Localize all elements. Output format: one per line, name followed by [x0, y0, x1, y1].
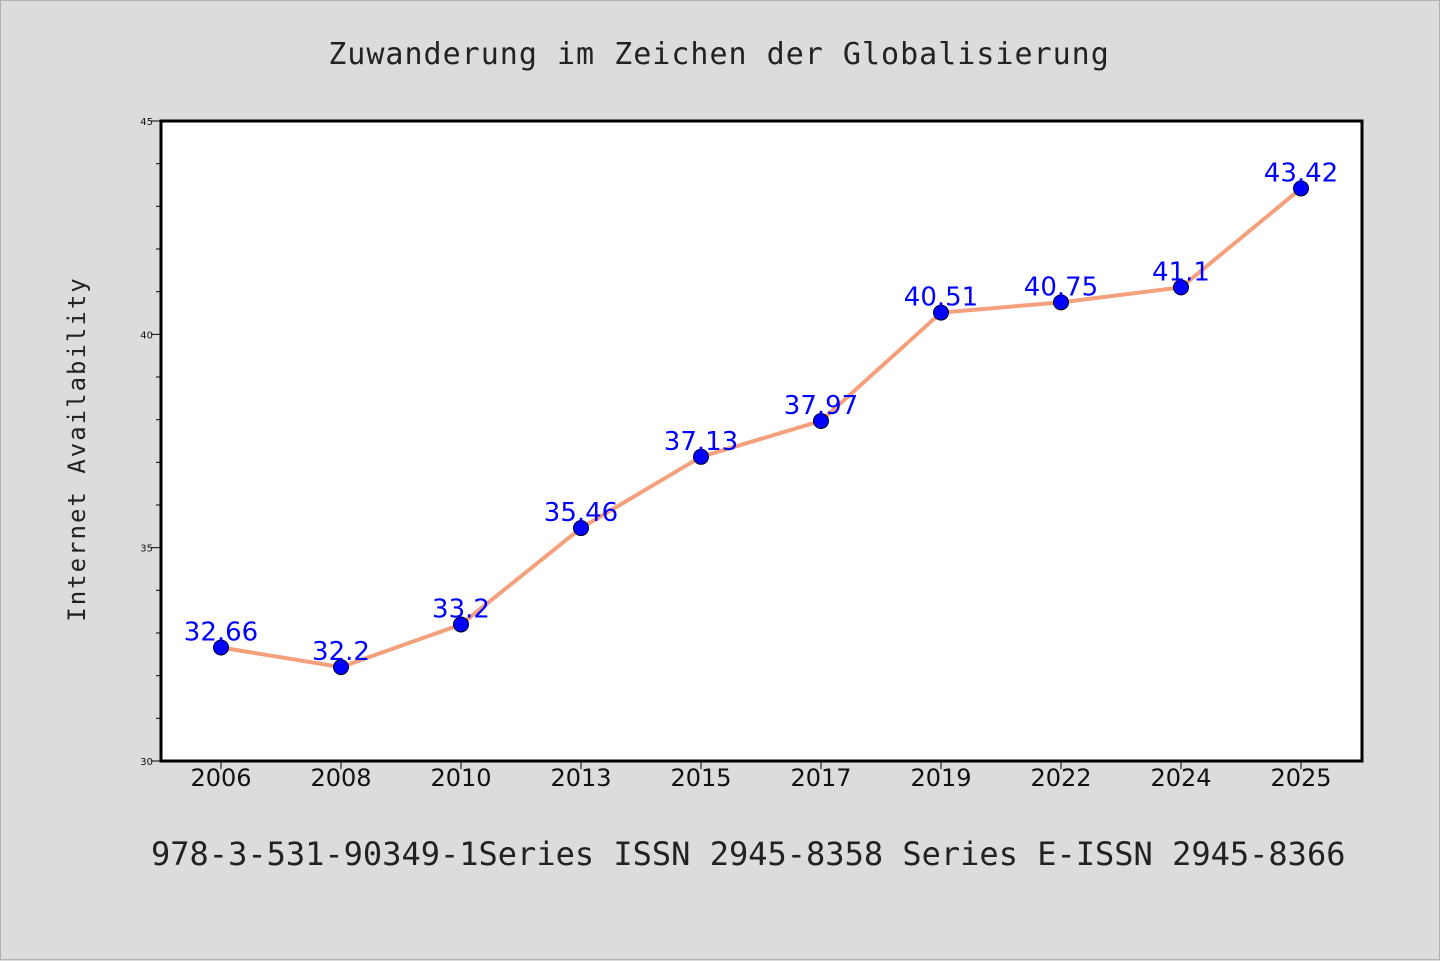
chart-title: Zuwanderung im Zeichen der Globalisierun… [328, 37, 1110, 72]
data-markers [213, 180, 1309, 676]
data-point [813, 412, 829, 429]
x-tick-label: 2019 [910, 764, 971, 792]
data-label: 32.66 [184, 618, 258, 648]
data-point [1293, 180, 1309, 197]
data-point [1053, 294, 1069, 311]
y-tick-label: 40 [140, 330, 153, 341]
data-label: 40.51 [904, 283, 978, 313]
y-tick-label: 30 [140, 757, 153, 768]
data-label: 33.2 [432, 594, 490, 624]
x-tick-label: 2024 [1150, 764, 1211, 792]
data-point [693, 448, 709, 465]
plot-area [159, 119, 1364, 763]
x-tick-label: 2010 [430, 764, 491, 792]
data-point [333, 659, 349, 676]
data-label: 35.46 [544, 498, 618, 528]
y-axis: 30 35 40 45 [140, 117, 161, 768]
data-label: 40.75 [1024, 272, 1098, 302]
x-tick-label: 2022 [1030, 764, 1091, 792]
x-tick-label: 2006 [190, 764, 251, 792]
series-line [220, 186, 1303, 670]
y-tick-label: 35 [140, 544, 153, 555]
data-point [933, 304, 949, 321]
x-axis: 2006 2008 2010 2013 2015 2017 2019 2022 2024 2025 [190, 761, 1332, 792]
data-label: 37.13 [664, 427, 738, 457]
data-point [573, 520, 589, 537]
data-label: 37.97 [784, 391, 858, 421]
x-tick-label: 2025 [1270, 764, 1331, 792]
footer-isbn-issn: 978-3-531-90349-1Series ISSN 2945-8358 S… [151, 835, 1345, 873]
data-label: 32.2 [312, 637, 370, 667]
y-tick-label: 45 [140, 117, 153, 128]
x-tick-label: 2015 [670, 764, 731, 792]
data-point [1173, 279, 1189, 296]
data-label: 41.1 [1152, 257, 1210, 287]
data-point [453, 616, 469, 633]
data-label: 43.42 [1264, 158, 1338, 188]
x-tick-label: 2008 [310, 764, 371, 792]
data-labels: 32.66 32.2 33.2 35.46 37.13 37.97 40.51 40.75 41… [184, 158, 1338, 667]
data-point [213, 639, 229, 656]
y-axis-label: Internet Availability [63, 276, 91, 621]
x-tick-label: 2013 [550, 764, 611, 792]
x-tick-label: 2017 [790, 764, 851, 792]
